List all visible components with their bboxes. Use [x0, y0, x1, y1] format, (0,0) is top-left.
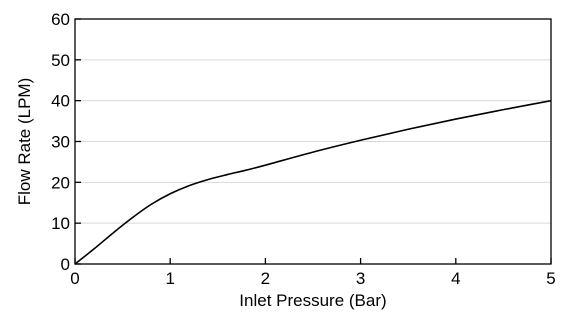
x-tick-label: 1 — [165, 269, 174, 288]
y-tick-label: 50 — [51, 51, 70, 70]
grid-lines — [75, 59, 551, 224]
y-axis-label: Flow Rate (LPM) — [15, 78, 34, 206]
y-tick-label: 0 — [61, 255, 70, 274]
y-tick-label: 20 — [51, 173, 70, 192]
series-layer — [74, 99, 552, 265]
x-axis-label: Inlet Pressure (Bar) — [239, 291, 386, 310]
axis-ticks: 0 10 20 30 40 50 60 0 1 2 3 4 5 — [51, 10, 556, 288]
x-tick-label: 4 — [451, 269, 460, 288]
y-tick-label: 40 — [51, 92, 70, 111]
x-tick-label: 2 — [261, 269, 270, 288]
y-tick-label: 30 — [51, 133, 70, 152]
flow-rate-series-line — [74, 99, 552, 265]
x-tick-label: 3 — [356, 269, 365, 288]
x-tick-label: 5 — [546, 269, 555, 288]
y-tick-label: 60 — [51, 10, 70, 29]
x-tick-label: 0 — [70, 269, 79, 288]
y-tick-label: 10 — [51, 214, 70, 233]
